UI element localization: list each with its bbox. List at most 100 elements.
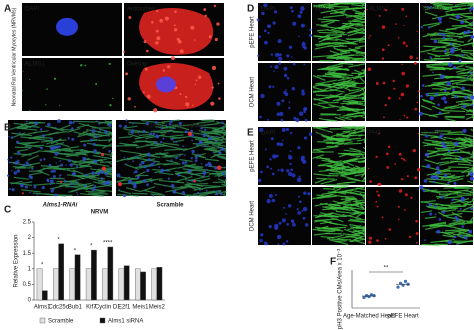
speck (54, 77, 57, 80)
fiber (108, 137, 113, 143)
speck (194, 83, 197, 86)
fiber (452, 145, 473, 152)
fiber (102, 143, 113, 149)
fiber (340, 197, 356, 201)
speck (278, 56, 283, 61)
speck (18, 132, 21, 134)
speck (429, 56, 432, 59)
fiber (350, 203, 364, 209)
fiber (451, 80, 467, 85)
speck (214, 140, 217, 143)
speck (420, 26, 424, 29)
speck (471, 22, 473, 25)
fiber (46, 138, 63, 145)
speck (440, 195, 444, 199)
fiber (447, 176, 461, 181)
fiber (12, 132, 26, 139)
fiber (421, 98, 433, 103)
speck (178, 154, 181, 157)
speck (205, 163, 208, 167)
bar (36, 268, 43, 301)
significance: * (74, 248, 77, 254)
speck (154, 121, 158, 124)
fiber (323, 35, 342, 41)
fiber (353, 114, 366, 118)
fiber (312, 228, 336, 232)
speck (272, 85, 275, 88)
speck (266, 198, 271, 204)
speck (160, 140, 163, 144)
fiber (177, 163, 197, 169)
speck (210, 101, 215, 106)
speck (259, 127, 264, 133)
speck (40, 146, 43, 150)
speck (444, 174, 448, 178)
micrograph (22, 58, 122, 111)
panel-label: A (4, 4, 11, 15)
speck (224, 175, 227, 178)
fiber (450, 197, 470, 204)
speck (397, 205, 400, 208)
speck (213, 4, 217, 8)
fiber (322, 105, 336, 109)
speck (57, 119, 61, 123)
fiber (357, 91, 366, 97)
fiber (343, 142, 362, 145)
speck (29, 79, 31, 81)
speck (424, 239, 426, 242)
speck (461, 86, 465, 90)
speck (134, 105, 136, 108)
fiber (448, 166, 470, 169)
fiber (201, 126, 225, 130)
speck (437, 16, 442, 21)
y-tick-label: 0 (28, 298, 32, 304)
speck (266, 243, 269, 246)
speck (100, 177, 104, 181)
speck (456, 149, 459, 152)
fiber (88, 192, 109, 195)
fiber (200, 141, 221, 146)
speck (10, 156, 13, 159)
micrograph (366, 187, 419, 245)
speck (15, 140, 19, 144)
speck (397, 218, 400, 221)
speck (143, 165, 147, 169)
fiber (457, 210, 474, 213)
fiber (66, 165, 90, 170)
speck (80, 64, 83, 67)
speck (413, 61, 417, 65)
fiber (426, 152, 448, 158)
speck (297, 14, 302, 19)
speck (174, 10, 177, 14)
fiber (353, 190, 366, 194)
fiber (104, 120, 113, 124)
legend-label: Scramble (48, 319, 74, 325)
fiber (344, 2, 366, 5)
speck (291, 173, 296, 178)
fiber (430, 239, 450, 244)
fiber (318, 194, 334, 199)
fiber (470, 128, 474, 132)
bar (91, 249, 97, 301)
fiber (442, 234, 456, 238)
speck (137, 133, 140, 135)
fiber (200, 130, 217, 134)
speck (58, 104, 60, 106)
fiber (124, 163, 139, 170)
fiber (461, 107, 474, 113)
speck (289, 150, 292, 153)
speck (402, 158, 406, 161)
fiber (316, 225, 329, 230)
speck (381, 216, 384, 219)
speck (8, 135, 10, 138)
speck (143, 91, 145, 94)
speck (406, 175, 409, 178)
fiber (447, 216, 464, 221)
speck (466, 29, 471, 34)
speck (25, 120, 28, 123)
fiber (224, 134, 227, 136)
fiber (96, 158, 107, 162)
speck (384, 104, 387, 107)
speck (22, 163, 26, 167)
speck (65, 164, 67, 166)
